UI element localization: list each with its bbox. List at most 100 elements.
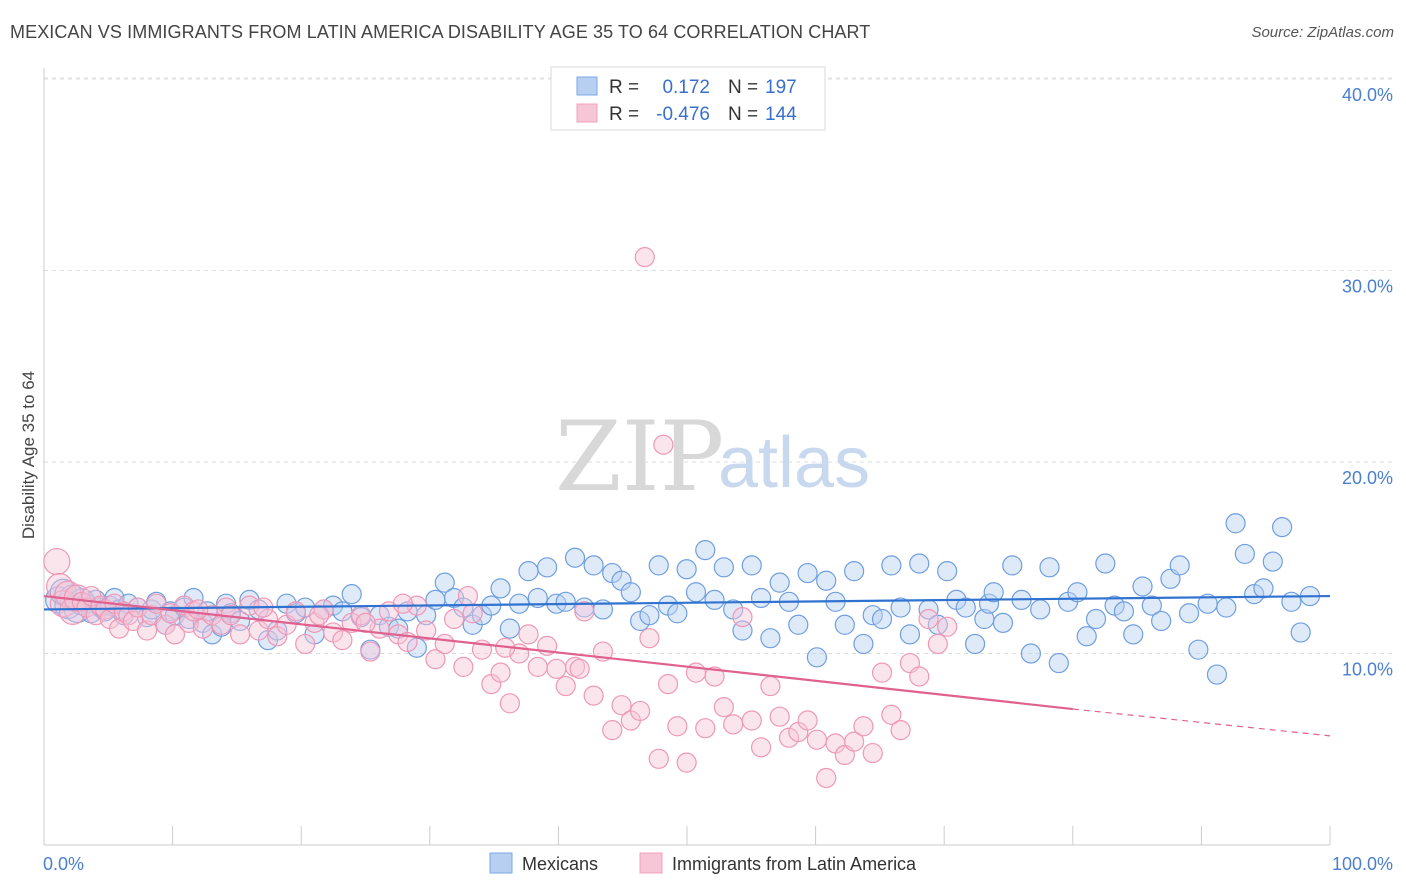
point [806,647,828,668]
axes [43,68,1331,846]
point [1234,543,1255,565]
point [713,697,734,718]
x-tick-label-0: 0.0% [43,854,84,874]
point [695,718,716,739]
point [1002,555,1023,576]
point [639,628,660,649]
legend-swatch-pink [576,103,598,123]
point [164,624,186,645]
point [434,633,455,655]
point [964,633,986,655]
legend-r-value-2: -0.476 [656,104,710,125]
y-tick-label-1: 10.0% [1342,660,1393,680]
point [630,700,651,722]
point [992,612,1014,633]
point [1216,597,1237,618]
point [806,729,828,750]
point [695,539,716,561]
legend-r-value-1: 0.172 [662,77,710,98]
point [1188,639,1209,660]
point [499,618,520,639]
point [285,601,306,622]
point [648,555,669,576]
point [918,608,939,630]
y-tick-label-3: 30.0% [1342,277,1393,297]
point [750,737,772,758]
point [1076,626,1097,647]
point [1178,603,1200,624]
point [834,614,855,635]
trend-line-mexicans [43,594,1331,611]
point [899,624,921,645]
point [536,557,558,578]
point [871,608,893,630]
legend-n-value-1: 197 [765,77,797,98]
point [295,633,316,655]
point [602,719,623,741]
point [620,582,641,603]
point [769,572,790,593]
point [453,656,474,678]
point [653,434,674,455]
chart-title: MEXICAN VS IMMIGRANTS FROM LATIN AMERICA… [10,22,871,42]
point [583,685,604,706]
point [188,599,209,620]
point [332,629,353,651]
point [425,649,446,670]
point [1281,591,1302,612]
point [788,614,809,635]
point [527,587,548,609]
point [1225,513,1246,534]
point [611,695,632,716]
y-tick-label-2: 20.0% [1342,468,1393,488]
point [937,616,958,637]
legend-r-label-1: R = [609,77,639,98]
bottom-legend-immigrants: Immigrants from Latin America [672,854,917,874]
watermark: ZIP atlas [555,401,870,513]
point [229,624,251,645]
point [462,603,483,624]
point [1253,578,1274,599]
point [667,603,688,624]
legend-swatch-blue [576,76,598,96]
point [844,561,865,582]
point [676,752,697,773]
point [309,605,330,626]
point [416,620,437,641]
point [909,666,930,687]
legend-r-label-2: R = [609,104,639,125]
point [583,555,604,576]
point [927,633,948,655]
point [1020,643,1041,664]
point [881,704,902,725]
point [392,593,413,614]
point [750,587,772,609]
point [555,591,576,612]
point [1206,664,1228,685]
point [1048,652,1069,674]
point [490,662,511,683]
point [797,710,818,731]
bottom-legend: Mexicans Immigrants from Latin America [489,852,917,874]
point [1262,551,1283,572]
point [1113,601,1135,622]
watermark-zip: ZIP [555,401,724,513]
point [657,674,679,695]
point [443,608,465,630]
series-immigrants-latin-america [43,246,958,789]
point [909,553,930,574]
point [723,714,744,735]
point [871,662,893,683]
point [574,601,595,622]
point [760,628,781,649]
point [704,589,725,610]
point [955,597,976,618]
bottom-legend-swatch-blue [489,852,513,874]
point [43,547,71,576]
point [122,610,144,632]
point [1095,553,1116,574]
point [862,742,883,764]
point [634,246,655,268]
point [546,658,567,679]
